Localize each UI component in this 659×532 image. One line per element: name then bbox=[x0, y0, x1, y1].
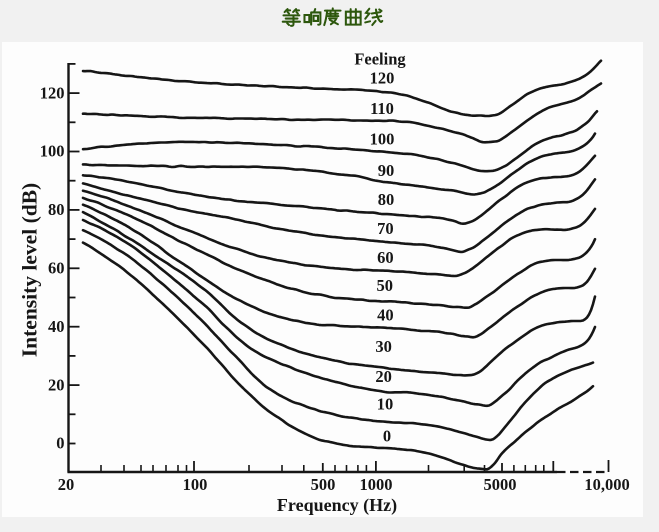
svg-text:40: 40 bbox=[48, 317, 65, 336]
svg-text:20: 20 bbox=[58, 475, 75, 494]
svg-text:500: 500 bbox=[311, 475, 336, 494]
svg-text:10: 10 bbox=[377, 395, 394, 414]
svg-text:0: 0 bbox=[56, 434, 64, 453]
svg-text:Intensity level (dB): Intensity level (dB) bbox=[18, 183, 42, 357]
svg-text:70: 70 bbox=[377, 219, 394, 238]
svg-text:50: 50 bbox=[376, 276, 393, 295]
svg-text:0: 0 bbox=[383, 426, 391, 445]
svg-text:120: 120 bbox=[40, 83, 65, 102]
svg-text:5000: 5000 bbox=[484, 475, 517, 494]
svg-text:30: 30 bbox=[375, 337, 392, 356]
svg-text:20: 20 bbox=[375, 367, 392, 386]
svg-text:100: 100 bbox=[183, 475, 208, 494]
svg-text:10,000: 10,000 bbox=[584, 475, 629, 494]
svg-text:60: 60 bbox=[48, 259, 65, 278]
svg-text:100: 100 bbox=[370, 130, 395, 149]
svg-text:90: 90 bbox=[378, 161, 395, 180]
svg-text:20: 20 bbox=[48, 375, 65, 394]
svg-text:40: 40 bbox=[377, 305, 394, 324]
svg-text:1000: 1000 bbox=[360, 475, 393, 494]
svg-text:120: 120 bbox=[370, 69, 395, 88]
svg-text:80: 80 bbox=[378, 190, 395, 209]
svg-text:80: 80 bbox=[48, 200, 65, 219]
svg-text:Feeling: Feeling bbox=[354, 50, 406, 69]
svg-text:60: 60 bbox=[377, 248, 394, 267]
svg-text:110: 110 bbox=[370, 99, 394, 118]
svg-text:Frequency (Hz): Frequency (Hz) bbox=[277, 495, 397, 516]
svg-text:100: 100 bbox=[40, 142, 65, 161]
